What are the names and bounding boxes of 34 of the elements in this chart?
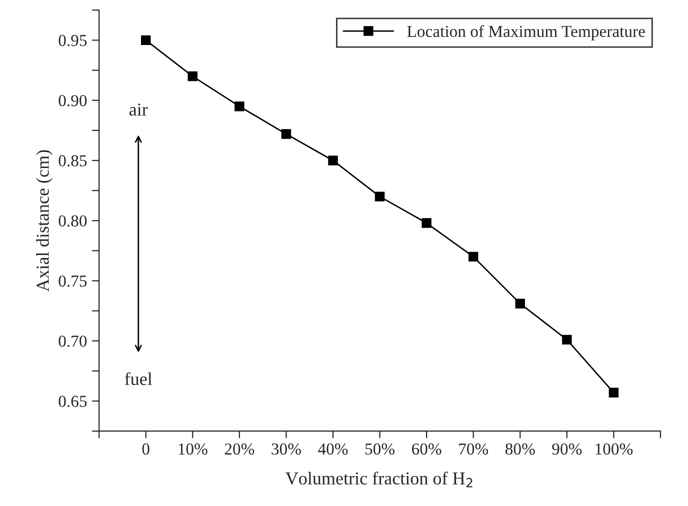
y-tick-label: 0.70 [58, 336, 87, 347]
y-tick-label: 0.85 [58, 155, 87, 166]
point [281, 129, 292, 139]
x-tick-label: 100% [596, 443, 633, 455]
point [608, 388, 619, 398]
x-tick-label: 80% [505, 443, 535, 455]
point [562, 334, 572, 345]
legend-label: Location of Maximum Temperature [407, 25, 645, 40]
x-tick-label: 30% [272, 443, 301, 455]
point [468, 252, 478, 262]
point [422, 218, 432, 228]
x-tick-label: 10% [178, 443, 208, 455]
point [140, 35, 151, 46]
x-tick-label: 70% [459, 443, 488, 455]
x-axis-title: Volumetric fraction of H$_{2}$ [286, 472, 472, 488]
x-tick-label: 90% [552, 443, 582, 455]
x-tick-label: 60% [412, 443, 442, 455]
y-axis-title: Axial distance (cm) [36, 150, 53, 292]
x-tick-label: 40% [318, 443, 348, 455]
x-tick-label: 20% [224, 443, 254, 455]
point [188, 71, 198, 82]
x-tick-label: 50% [365, 443, 394, 455]
point [374, 192, 385, 202]
annotation: fuel [124, 372, 152, 386]
point [328, 156, 338, 166]
annotation: air [129, 104, 148, 116]
y-tick-label: 0.75 [58, 275, 87, 287]
point [515, 298, 525, 308]
y-tick-label: 0.80 [58, 215, 87, 227]
point [234, 101, 244, 112]
y-tick-label: 0.90 [58, 95, 87, 106]
y-tick-label: 0.65 [58, 396, 87, 408]
x-tick-label: 0 [142, 443, 150, 455]
y-tick-label: 0.95 [58, 34, 87, 46]
